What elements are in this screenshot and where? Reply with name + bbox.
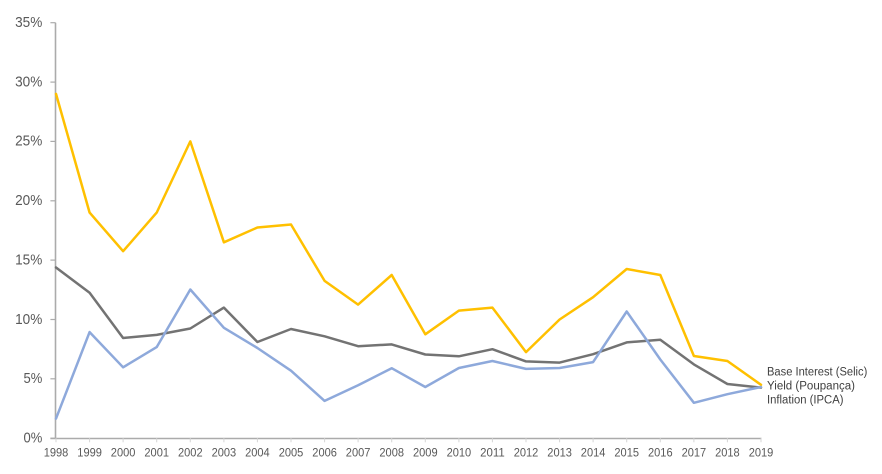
svg-text:2010: 2010 xyxy=(447,446,472,460)
svg-text:2018: 2018 xyxy=(715,446,740,460)
svg-text:10%: 10% xyxy=(15,311,42,328)
svg-text:2000: 2000 xyxy=(111,446,136,460)
svg-text:2008: 2008 xyxy=(379,446,404,460)
svg-text:2012: 2012 xyxy=(514,446,539,460)
svg-text:2019: 2019 xyxy=(749,446,774,460)
svg-text:2006: 2006 xyxy=(312,446,337,460)
svg-text:2004: 2004 xyxy=(245,446,270,460)
svg-text:1998: 1998 xyxy=(44,446,69,460)
svg-text:25%: 25% xyxy=(15,133,42,150)
svg-text:2009: 2009 xyxy=(413,446,438,460)
svg-text:Base Interest (Selic): Base Interest (Selic) xyxy=(767,367,867,379)
svg-text:30%: 30% xyxy=(15,73,42,90)
svg-text:2016: 2016 xyxy=(648,446,673,460)
svg-text:0%: 0% xyxy=(24,430,43,447)
svg-text:2003: 2003 xyxy=(212,446,237,460)
svg-text:2005: 2005 xyxy=(279,446,304,460)
svg-text:2013: 2013 xyxy=(547,446,572,460)
svg-text:2015: 2015 xyxy=(614,446,639,460)
svg-text:2002: 2002 xyxy=(178,446,203,460)
svg-text:15%: 15% xyxy=(15,251,42,268)
svg-text:Yield (Poupança): Yield (Poupança) xyxy=(767,381,855,393)
svg-text:2001: 2001 xyxy=(144,446,169,460)
svg-text:2014: 2014 xyxy=(581,446,606,460)
svg-text:2017: 2017 xyxy=(682,446,707,460)
svg-text:Inflation (IPCA): Inflation (IPCA) xyxy=(767,395,844,407)
svg-text:1999: 1999 xyxy=(77,446,102,460)
svg-text:2007: 2007 xyxy=(346,446,371,460)
svg-text:35%: 35% xyxy=(15,14,42,31)
svg-text:5%: 5% xyxy=(24,370,43,387)
svg-text:20%: 20% xyxy=(15,192,42,209)
svg-text:2011: 2011 xyxy=(480,446,505,460)
